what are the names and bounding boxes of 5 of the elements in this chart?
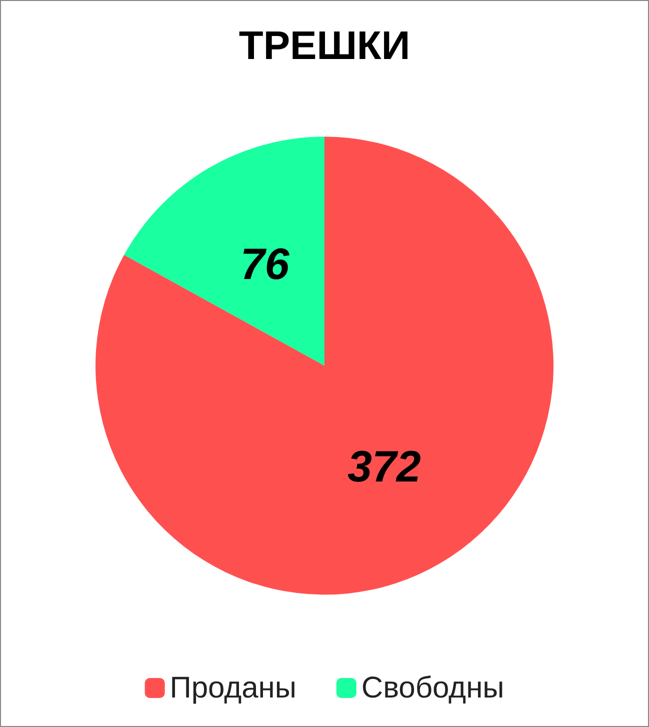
legend-label: Свободны	[361, 672, 504, 704]
legend-label: Проданы	[170, 672, 296, 704]
chart-title: ТРЕШКИ	[238, 24, 410, 68]
data-label: 76	[240, 240, 290, 289]
data-label: 372	[347, 442, 422, 492]
